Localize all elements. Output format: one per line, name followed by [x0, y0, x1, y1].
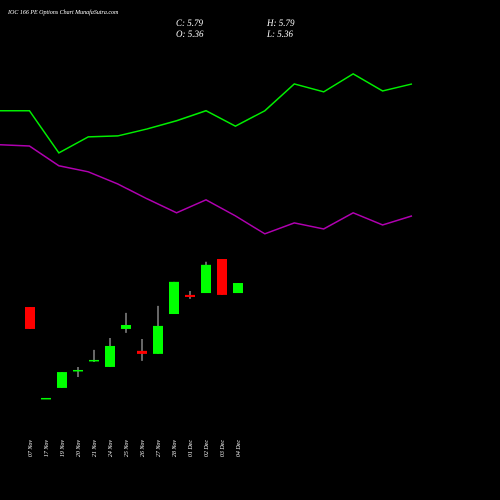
candle-body — [233, 283, 243, 294]
candle-body — [137, 350, 147, 354]
candle-body — [201, 264, 211, 294]
x-tick-label: 19 Nov — [60, 440, 66, 458]
x-tick-label: 20 Nov — [76, 440, 82, 458]
chart-title: IOC 166 PE Options Chart MunafaSutra.com — [7, 9, 119, 16]
high-label: H: 5.79 — [266, 18, 295, 28]
candle-body — [185, 294, 195, 298]
candle-body — [217, 259, 227, 295]
x-tick-label: 17 Nov — [44, 440, 50, 458]
candle-body — [73, 369, 83, 372]
indicator-line — [0, 144, 413, 235]
indicator-line — [0, 73, 413, 154]
x-tick-label: 07 Nov — [28, 440, 34, 458]
candle-body — [121, 324, 131, 329]
x-tick-label: 03 Dec — [220, 440, 226, 457]
x-tick-label: 24 Nov — [107, 440, 114, 458]
x-tick-label: 02 Dec — [204, 440, 210, 457]
candle-body — [25, 307, 35, 329]
candle-body — [57, 372, 67, 388]
candle-body — [153, 325, 163, 354]
candle-body — [89, 359, 99, 362]
open-label: O: 5.36 — [176, 29, 204, 39]
candle-body — [41, 397, 51, 400]
x-tick-label: 21 Nov — [92, 440, 98, 458]
x-tick-label: 04 Dec — [235, 440, 242, 457]
close-label: C: 5.79 — [176, 18, 204, 28]
x-tick-label: 26 Nov — [140, 440, 146, 458]
x-tick-label: 25 Nov — [124, 440, 130, 458]
low-label: L: 5.36 — [266, 29, 294, 39]
candle-body — [169, 281, 179, 315]
x-tick-label: 01 Dec — [188, 440, 194, 457]
x-tick-label: 27 Nov — [156, 440, 162, 458]
x-tick-label: 28 Nov — [172, 440, 178, 458]
candle-body — [105, 345, 115, 367]
